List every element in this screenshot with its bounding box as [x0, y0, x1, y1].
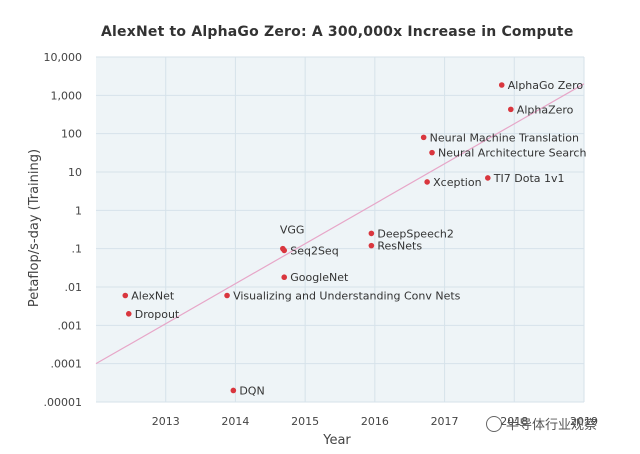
data-point: [420, 134, 427, 141]
data-point-label: ResNets: [377, 240, 422, 253]
y-tick-label: 100: [61, 128, 82, 141]
data-point-label: Visualizing and Understanding Conv Nets: [233, 290, 461, 303]
data-point: [429, 149, 435, 156]
y-tick-label: 1,000: [51, 89, 83, 102]
y-tick-label: 10: [68, 166, 82, 179]
data-point-label: AlexNet: [131, 290, 175, 303]
data-point-label: VGG: [280, 224, 305, 237]
data-point: [424, 179, 430, 185]
x-tick-label: 2015: [291, 415, 319, 428]
data-point-label: Neural Architecture Search: [438, 147, 586, 160]
x-tick-label: 2019: [570, 415, 598, 428]
data-point: [125, 310, 132, 317]
wechat-icon: [486, 416, 502, 432]
watermark: 半导体行业观察: [486, 414, 597, 433]
chart-title: AlexNet to AlphaGo Zero: A 300,000x Incr…: [101, 24, 574, 40]
data-point: [508, 106, 514, 113]
x-tick-label: 2017: [431, 415, 459, 428]
data-point: [230, 387, 237, 394]
data-point-label: Dropout: [135, 308, 180, 321]
y-tick-label: 10,000: [44, 51, 83, 64]
y-axis-label: Petaflop/s-day (Training): [27, 149, 42, 307]
data-point: [498, 82, 505, 88]
data-point: [281, 274, 288, 281]
x-tick-label: 2014: [221, 415, 249, 428]
y-tick-label: .00001: [44, 396, 83, 409]
data-point-label: TI7 Dota 1v1: [493, 172, 565, 185]
data-point-label: AlphaZero: [517, 103, 574, 116]
y-tick-label: .01: [65, 281, 83, 294]
y-tick-label: .0001: [51, 358, 83, 371]
data-point-label: Xception: [433, 176, 481, 189]
x-tick-label: 2013: [152, 415, 180, 428]
y-tick-label: .1: [72, 243, 83, 256]
y-tick-label: .001: [58, 319, 83, 332]
watermark-text: 半导体行业观察: [506, 418, 598, 433]
data-point-label: DeepSpeech2: [377, 227, 454, 240]
data-point: [368, 242, 375, 249]
y-tick-label: 1: [75, 204, 82, 217]
data-point-label: GoogleNet: [290, 271, 349, 284]
data-point: [368, 230, 375, 237]
x-tick-label: 2018: [500, 415, 528, 428]
x-axis-label: Year: [322, 433, 351, 448]
data-point: [280, 245, 286, 252]
plot-area: [96, 57, 584, 402]
data-point: [122, 292, 129, 299]
trend-line: [95, 83, 585, 365]
data-point-label: Neural Machine Translation: [430, 131, 579, 144]
data-point-label: DQN: [239, 384, 264, 397]
data-point-label: Seq2Seq: [290, 244, 338, 257]
x-tick-label: 2016: [361, 415, 389, 428]
data-point: [224, 292, 230, 299]
data-point: [484, 175, 491, 181]
data-point-label: AlphaGo Zero: [508, 79, 584, 92]
